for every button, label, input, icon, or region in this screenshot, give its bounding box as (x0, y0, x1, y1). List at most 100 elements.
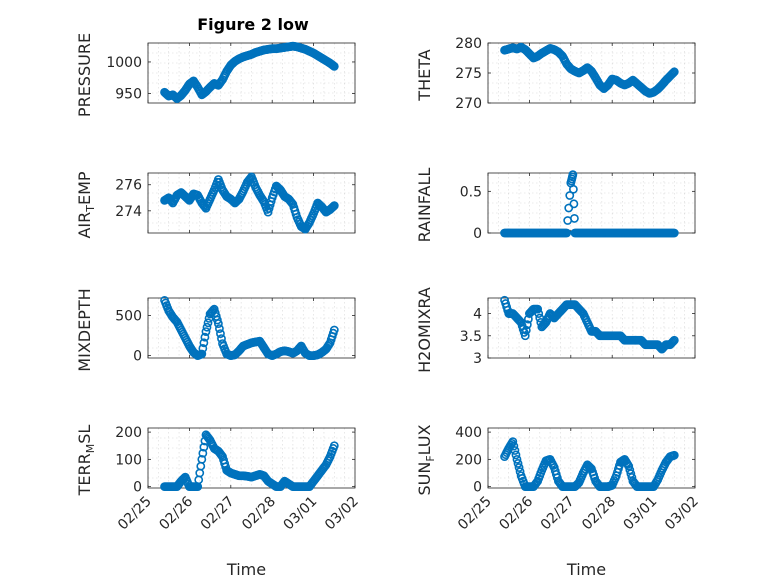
subplot-sun-flux: 02/25 02/26 02/27 02/28 03/01 03/02 0 200 400 SUN… (415, 424, 702, 579)
y-tick-label: 400 (455, 425, 482, 441)
y-tick-label: 0 (473, 480, 482, 496)
data-point (329, 61, 339, 71)
data-point (216, 329, 225, 338)
data-point (522, 320, 532, 330)
y-axis-label: MIXDEPTH (75, 288, 94, 371)
x-tick-label: 02/27 (538, 494, 578, 534)
data-point (215, 324, 224, 333)
y-tick-label: 950 (115, 87, 142, 103)
data-point (199, 442, 209, 452)
data-point (520, 331, 530, 341)
subplot-rainfall: 0 0.5 RAINFALL (415, 168, 696, 243)
y-tick-label: 274 (115, 204, 142, 220)
data-point (198, 448, 208, 458)
data-point (327, 203, 337, 212)
y-tick-label: 1000 (106, 55, 142, 71)
data-point (329, 201, 339, 211)
y-axis-label: AIRTEMP (75, 171, 97, 238)
y-axis-label: RAINFALL (415, 168, 434, 243)
data-point (198, 343, 208, 353)
data-point (534, 309, 544, 318)
data-point (570, 214, 579, 223)
data-point (203, 318, 213, 328)
subplot-terr-msl: 02/25 02/26 02/27 02/28 03/01 03/02 0 100 200 TER… (75, 425, 362, 579)
y-tick-label: 500 (115, 309, 142, 325)
data-point (212, 315, 222, 325)
data-point (510, 446, 520, 455)
data-point (213, 319, 223, 328)
data-point (668, 68, 678, 78)
y-tick-label: 0.5 (460, 184, 482, 200)
data-point (667, 338, 677, 347)
data-point (624, 461, 634, 471)
x-tick-label: 03/02 (662, 494, 702, 534)
y-tick-label: 0 (133, 480, 142, 496)
y-tick-label: 275 (455, 66, 482, 82)
y-axis-label: TERRMSL (75, 425, 97, 497)
data-point (669, 67, 679, 77)
x-axis-label: Time (566, 560, 606, 579)
y-tick-label: 270 (455, 96, 482, 112)
data-point (568, 184, 578, 194)
y-axis-label: SUNFLUX (415, 424, 437, 495)
data-point (565, 191, 575, 200)
data-point (197, 454, 207, 464)
data-point (217, 450, 226, 460)
subplot-pressure: 950 1000 PRESSURE (75, 33, 356, 117)
y-tick-label: 0 (133, 349, 142, 365)
data-point (562, 228, 572, 238)
subplot-air-temp: 274 276 AIRTEMP (75, 171, 356, 239)
y-tick-label: 280 (455, 36, 482, 52)
data-point (521, 325, 531, 335)
data-point (626, 469, 636, 479)
y-tick-label: 200 (455, 452, 482, 468)
data-point (512, 454, 522, 464)
data-point (669, 228, 679, 238)
data-point (513, 459, 523, 468)
y-tick-label: 0 (473, 226, 482, 242)
data-point (515, 316, 525, 326)
data-point (508, 437, 518, 447)
subplot-theta: 270 275 280 THETA (415, 36, 696, 112)
data-point (669, 335, 679, 345)
data-point (668, 336, 678, 346)
y-tick-label: 276 (115, 178, 142, 194)
data-point (533, 304, 543, 314)
data-point (329, 325, 339, 335)
y-tick-label: 200 (115, 425, 142, 441)
y-tick-label: 3.5 (460, 329, 482, 345)
x-tick-label: 02/26 (156, 493, 196, 533)
subplot-mixdepth: 0 500 MIXDEPTH (75, 288, 356, 372)
data-point (201, 327, 211, 336)
data-point (217, 334, 226, 343)
data-point (568, 170, 578, 180)
x-tick-label: 03/01 (281, 494, 321, 534)
y-axis-label: PRESSURE (75, 33, 94, 117)
x-tick-label: 02/28 (579, 494, 619, 534)
data-point (329, 441, 339, 451)
data-point (287, 198, 297, 208)
x-tick-label: 02/25 (115, 494, 155, 534)
axes-frame (487, 172, 696, 234)
data-point (569, 199, 579, 209)
y-tick-label: 4 (473, 307, 482, 323)
data-point (564, 203, 574, 213)
y-tick-label: 3 (473, 351, 482, 367)
data-point (328, 202, 338, 211)
x-tick-label: 03/01 (621, 494, 661, 534)
data-point (509, 441, 519, 451)
data-point (511, 450, 521, 460)
y-tick-label: 100 (115, 452, 142, 468)
data-point (197, 349, 207, 359)
figure-title: Figure 2 low (197, 15, 309, 34)
x-tick-label: 02/25 (455, 494, 495, 534)
data-point (202, 322, 212, 332)
x-axis-label: Time (226, 560, 266, 579)
data-point (200, 332, 210, 342)
x-tick-label: 02/28 (239, 494, 279, 534)
data-point (514, 463, 524, 472)
subplot-h2omixra: 3 3.5 4 H2OMIXRA (415, 287, 696, 373)
data-point (669, 450, 679, 460)
x-tick-label: 02/27 (198, 494, 238, 534)
